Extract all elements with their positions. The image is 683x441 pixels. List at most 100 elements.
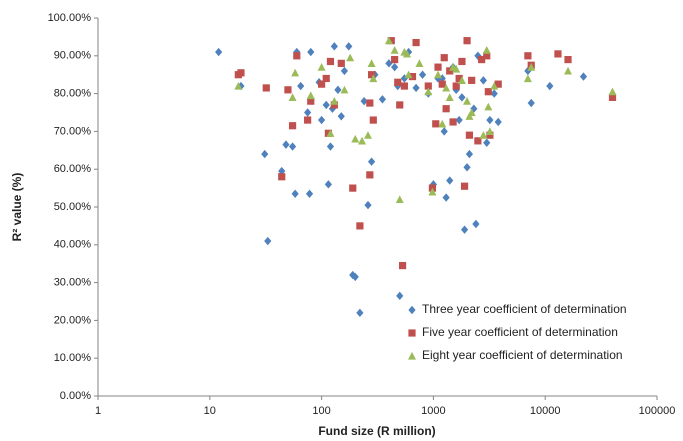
point xyxy=(484,88,492,96)
point xyxy=(351,272,359,282)
point xyxy=(465,131,474,139)
point xyxy=(484,102,493,111)
point xyxy=(463,97,472,105)
point xyxy=(356,308,364,318)
point xyxy=(262,84,270,92)
point xyxy=(434,70,443,79)
point xyxy=(608,93,617,101)
point xyxy=(364,200,372,210)
point xyxy=(307,47,315,57)
point xyxy=(463,37,471,45)
point xyxy=(446,176,454,185)
y-tick-label: 10.00% xyxy=(54,352,92,364)
point xyxy=(288,93,297,101)
point xyxy=(449,118,457,126)
point xyxy=(494,80,502,88)
point xyxy=(326,129,335,137)
point xyxy=(415,59,424,67)
point xyxy=(446,67,454,75)
legend-marker xyxy=(408,305,416,315)
y-tick-label: 50.00% xyxy=(54,201,92,213)
point xyxy=(318,80,326,88)
point xyxy=(330,101,338,109)
point xyxy=(424,87,433,96)
point xyxy=(278,173,286,181)
x-tick-label: 10 xyxy=(204,405,216,417)
point xyxy=(524,52,532,60)
point xyxy=(400,74,408,83)
point xyxy=(394,81,402,91)
point xyxy=(440,54,448,62)
point xyxy=(483,138,491,147)
point xyxy=(360,96,368,106)
point xyxy=(326,142,335,151)
point xyxy=(608,87,617,96)
point xyxy=(494,117,502,127)
point xyxy=(474,137,482,145)
point xyxy=(391,62,399,72)
point xyxy=(328,104,337,113)
point xyxy=(322,100,330,110)
point xyxy=(387,37,395,45)
point xyxy=(408,72,417,81)
point xyxy=(438,74,446,83)
y-tick-label: 0.00% xyxy=(60,390,91,402)
point xyxy=(442,83,451,92)
y-tick-label: 30.00% xyxy=(54,277,92,289)
point xyxy=(398,261,407,270)
point xyxy=(330,97,339,105)
y-tick-label: 80.00% xyxy=(54,88,92,100)
point xyxy=(291,68,300,77)
point xyxy=(284,86,292,94)
point xyxy=(366,171,374,179)
point xyxy=(455,74,463,83)
x-tick-label: 100 xyxy=(312,405,330,417)
legend-marker xyxy=(408,351,416,360)
point xyxy=(440,127,448,136)
point xyxy=(396,291,404,301)
point xyxy=(479,131,488,139)
x-axis-title: Fund size (R million) xyxy=(318,424,435,438)
point xyxy=(458,57,466,66)
point xyxy=(345,42,353,51)
point xyxy=(442,105,450,113)
point xyxy=(307,97,315,105)
point xyxy=(304,108,312,117)
point xyxy=(396,101,404,109)
point xyxy=(479,76,487,85)
point xyxy=(282,140,290,149)
y-tick-label: 40.00% xyxy=(54,239,92,251)
point xyxy=(486,115,494,125)
point xyxy=(378,95,387,104)
point xyxy=(318,115,326,125)
point xyxy=(445,93,454,101)
x-tick-label: 10000 xyxy=(530,405,561,417)
point xyxy=(460,225,469,234)
point xyxy=(356,222,364,230)
point xyxy=(458,93,466,102)
point xyxy=(391,55,399,64)
point xyxy=(278,166,286,176)
point xyxy=(564,55,572,64)
legend-marker xyxy=(408,329,416,337)
point xyxy=(424,82,432,90)
point xyxy=(326,57,335,66)
point xyxy=(394,78,402,86)
point xyxy=(234,81,243,90)
point xyxy=(330,42,338,51)
point xyxy=(293,52,301,60)
point xyxy=(288,122,297,130)
point xyxy=(367,157,376,166)
point xyxy=(306,91,315,100)
y-tick-label: 70.00% xyxy=(54,125,92,137)
point xyxy=(334,85,342,95)
point xyxy=(463,163,471,172)
point xyxy=(340,85,349,94)
point xyxy=(474,51,482,60)
point xyxy=(317,63,326,71)
point xyxy=(304,116,312,124)
point xyxy=(429,180,437,189)
x-tick-label: 1000 xyxy=(421,405,445,417)
point xyxy=(297,81,305,91)
